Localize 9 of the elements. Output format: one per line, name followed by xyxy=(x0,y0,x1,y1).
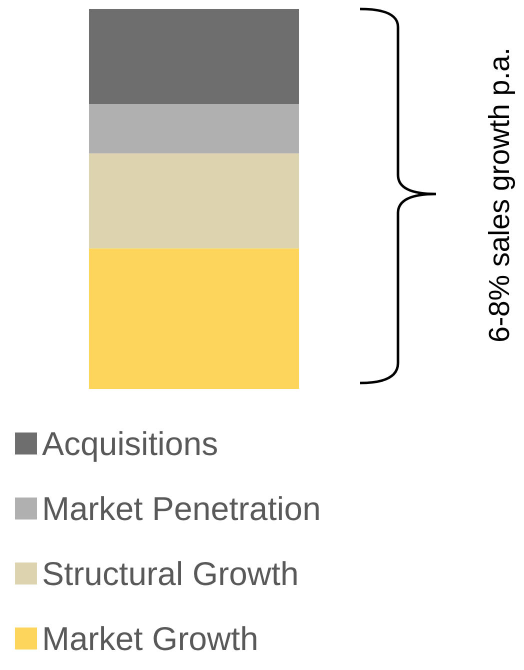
text: 6-8% sales growth p.a. xyxy=(484,48,516,342)
bar xyxy=(89,153,299,248)
bar xyxy=(89,9,299,104)
legend-label: Acquisitions xyxy=(42,425,218,462)
legend-label: Market Growth xyxy=(42,620,258,657)
bar xyxy=(89,248,299,389)
legend-label: Structural Growth xyxy=(42,555,299,592)
bar xyxy=(89,104,299,154)
legend-label: Market Penetration xyxy=(42,490,321,527)
